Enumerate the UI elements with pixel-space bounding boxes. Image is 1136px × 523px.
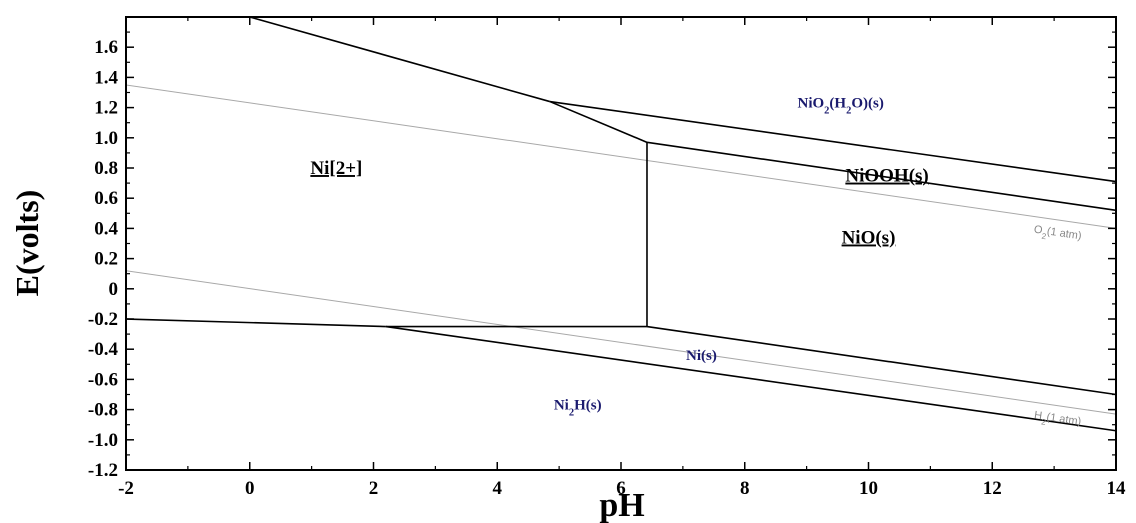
y-tick-label: -0.6 (88, 369, 118, 390)
y-tick-label: -0.2 (88, 309, 118, 330)
region-label: NiOOH(s) (845, 166, 928, 187)
boundary-line-0 (249, 16, 551, 103)
y-axis-title: E(volts) (9, 190, 45, 297)
x-tick-label: -2 (118, 478, 134, 499)
x-tick-label: 8 (740, 478, 750, 499)
y-tick-label: 0.6 (94, 188, 118, 209)
y-tick-label: 0.2 (94, 249, 118, 270)
y-tick-label: -1.0 (88, 430, 118, 451)
region-label: Ni2H(s) (554, 398, 602, 419)
y-tick-label: 0.8 (94, 158, 118, 179)
boundary-line-5 (125, 318, 386, 328)
x-tick-label: 10 (859, 478, 878, 499)
reference-line-1 (125, 270, 1117, 415)
phase-boundaries (125, 16, 1117, 432)
x-axis-title: pH (599, 487, 644, 523)
y-tick-label: 0.4 (94, 218, 118, 239)
y-tick-label: -0.8 (88, 400, 118, 421)
boundary-line-2 (549, 100, 1117, 183)
gas-line-labels: O2(1 atm) H2(1 atm) (1033, 224, 1083, 431)
x-tick-label: 14 (1107, 478, 1127, 499)
y-tick-label: 1.2 (94, 98, 118, 119)
region-label: Ni[2+] (310, 158, 362, 179)
y-tick-label: -1.2 (88, 460, 118, 481)
boundary-line-1 (549, 100, 648, 144)
x-tick-labels: -2 0 2 4 6 8 10 12 14 (118, 478, 1126, 499)
y-tick-labels: -1.2 -1.0 -0.8 -0.6 -0.4 -0.2 0 0.2 0.4 0.6 0.8 1.0… (88, 37, 119, 481)
plot-frame (125, 16, 1117, 471)
region-label: NiO2(H2O)(s) (797, 96, 883, 117)
reference-lines (125, 84, 1117, 415)
y-tick-label: 0 (109, 279, 119, 300)
x-tick-label: 12 (983, 478, 1002, 499)
x-tick-label: 2 (369, 478, 379, 499)
y-tick-label: 1.4 (94, 67, 118, 88)
axis-ticks (125, 17, 1117, 471)
x-tick-label: 0 (245, 478, 255, 499)
region-labels: Ni[2+] NiO(s) NiOOH(s) Ni(s) NiO2(H2O)(s) Ni2… (310, 96, 928, 419)
region-label: NiO(s) (842, 228, 896, 249)
boundary-line-8 (385, 325, 1117, 432)
reference-line-0 (125, 84, 1117, 229)
x-tick-label: 6 (616, 478, 626, 499)
y-tick-label: 1.6 (94, 37, 118, 58)
gas-line-label: H2(1 atm) (1033, 409, 1082, 431)
y-tick-label: 1.0 (94, 128, 118, 149)
boundary-line-3 (646, 141, 1117, 212)
x-tick-label: 4 (493, 478, 503, 499)
region-label: Ni(s) (686, 348, 717, 364)
y-tick-label: -0.4 (88, 339, 119, 360)
boundary-line-7 (646, 325, 1117, 396)
gas-line-label: O2(1 atm) (1033, 224, 1083, 246)
